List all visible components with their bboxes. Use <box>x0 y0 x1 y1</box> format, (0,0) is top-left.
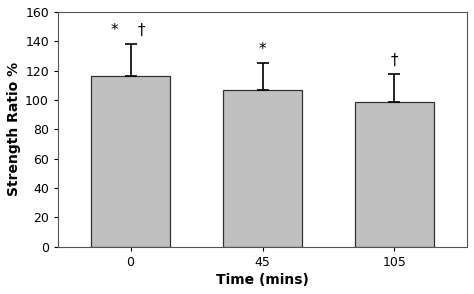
Bar <box>355 101 434 247</box>
Text: *: * <box>259 42 266 57</box>
Text: †: † <box>391 53 398 68</box>
Y-axis label: Strength Ratio %: Strength Ratio % <box>7 62 21 196</box>
Text: †: † <box>137 23 145 38</box>
Text: *: * <box>111 23 118 38</box>
Bar <box>91 76 170 247</box>
Bar <box>223 91 302 247</box>
X-axis label: Time (mins): Time (mins) <box>216 273 309 287</box>
